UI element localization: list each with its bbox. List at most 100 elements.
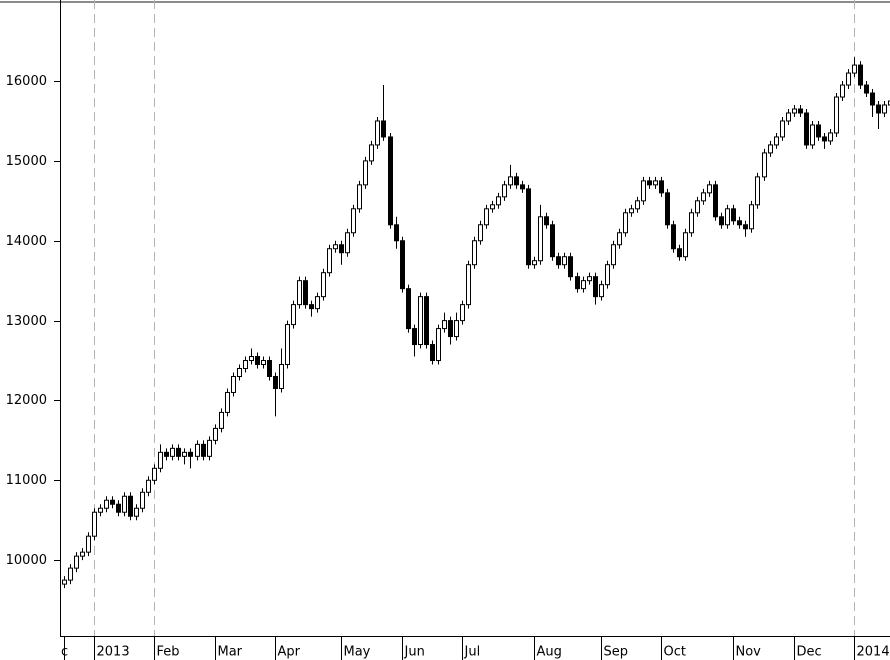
candle-body [430, 344, 435, 362]
candle-body [92, 511, 97, 537]
candle-body [749, 204, 754, 230]
candle-body [484, 208, 489, 226]
candle-body [647, 180, 652, 186]
candle-body [683, 232, 688, 258]
y-tick-label: 13000 [6, 314, 47, 329]
y-tick-label: 11000 [6, 473, 47, 488]
candle-body [345, 232, 350, 254]
candle-body [104, 499, 109, 509]
candle-body [725, 208, 730, 226]
candle-body [605, 264, 610, 286]
candle-body [653, 180, 658, 186]
candle-body [466, 264, 471, 306]
y-tick-label: 10000 [6, 553, 47, 568]
candle-body [562, 256, 567, 266]
candle-body [285, 324, 290, 366]
x-tick-label: Nov [736, 645, 762, 660]
candle-body [701, 192, 706, 202]
x-tick-label: May [344, 645, 371, 660]
candle-body [122, 495, 127, 513]
candle-body [309, 304, 314, 310]
candle-body [834, 96, 839, 134]
candle-body [677, 248, 682, 258]
candle-body [255, 356, 260, 366]
candle-body [98, 507, 103, 513]
candle-body [86, 535, 91, 553]
candle-body [303, 280, 308, 306]
candle-body [74, 555, 79, 569]
candle-body [333, 244, 338, 250]
candle-body [381, 120, 386, 138]
candle-body [816, 124, 821, 138]
candle-body [134, 507, 139, 517]
x-tick-label: 2013 [97, 645, 130, 660]
candle-body [490, 204, 495, 210]
candle-body [659, 180, 664, 194]
candle-body [327, 248, 332, 274]
candle-body [611, 244, 616, 266]
candle-body [291, 304, 296, 326]
candle-body [798, 108, 803, 114]
candle-body [617, 232, 622, 246]
candle-body [152, 467, 157, 481]
y-tick-label: 16000 [6, 74, 47, 89]
x-tick-label: Aug [537, 645, 562, 660]
candle-body [140, 491, 145, 509]
candle-body [436, 328, 441, 362]
x-tick-label: Feb [157, 645, 180, 660]
grid [54, 0, 855, 660]
candle-body [249, 356, 254, 362]
labels: 10000 11000 12000 13000 14000 15000 16000 c 2013… [6, 74, 890, 660]
candle-body [454, 320, 459, 338]
candle-body [846, 72, 851, 86]
candle-body [116, 503, 121, 513]
candle-body [418, 296, 423, 346]
candle-body [575, 276, 580, 290]
candle-body [315, 296, 320, 310]
y-tick-label: 14000 [6, 234, 47, 249]
candle-body [520, 184, 525, 190]
candle-body [369, 144, 374, 162]
candle-body [237, 368, 242, 377]
candle-body [623, 212, 628, 234]
candle-body [442, 320, 447, 330]
candle-body [768, 144, 773, 154]
candle-body [201, 443, 206, 457]
candle-body [876, 104, 881, 114]
candle-body [195, 443, 200, 457]
candle-body [375, 120, 380, 146]
candle-body [743, 224, 748, 230]
candle-body [80, 551, 85, 557]
candle-body [689, 212, 694, 234]
candle-body [858, 64, 863, 86]
candle-body [550, 224, 555, 258]
candle-body [207, 439, 212, 457]
candle-body [297, 280, 302, 306]
x-tick-label: Apr [278, 645, 301, 660]
candle-body [363, 160, 368, 186]
candle-body [478, 224, 483, 242]
candle-body [424, 296, 429, 346]
candles [62, 57, 890, 589]
candle-body [62, 579, 67, 585]
candle-body [581, 280, 586, 290]
x-tick-label: c [61, 645, 68, 660]
candle-body [170, 447, 175, 457]
candle-body [792, 108, 797, 114]
x-tick-label: Jul [464, 645, 481, 660]
candle-body [629, 208, 634, 214]
candle-body [219, 411, 224, 429]
candle-body [852, 64, 857, 74]
candle-body [68, 567, 73, 581]
candle-body [774, 136, 779, 146]
candle-body [538, 216, 543, 262]
candle-body [822, 136, 827, 142]
candle-body [713, 184, 718, 218]
candle-body [406, 288, 411, 330]
x-tick-label: Jun [404, 645, 425, 660]
candle-body [780, 120, 785, 138]
x-tick-label: 2014 [857, 645, 890, 660]
candle-body [472, 240, 477, 266]
candle-body [864, 84, 869, 94]
